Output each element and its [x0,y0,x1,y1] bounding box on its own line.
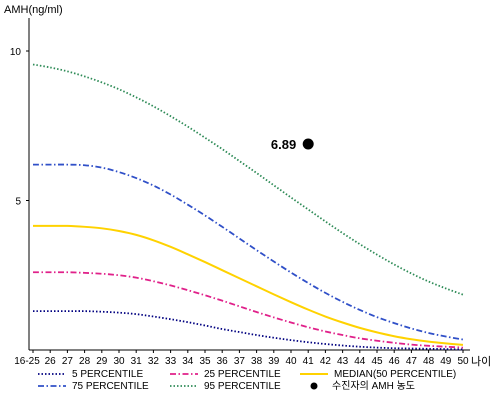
legend-label-25-percentile: 25 PERCENTILE [204,369,281,380]
legend-label-95-percentile: 95 PERCENTILE [204,381,281,392]
series-line-95-percentile [32,63,464,296]
x-tick-label: 48 [423,356,435,367]
legend-swatch-marker [310,382,318,390]
y-ticks: 5 10 [10,47,29,208]
legend-label-marker: 수진자의 AMH 농도 [332,380,415,392]
x-ticks: 16-25 26 27 28 29 30 31 32 33 34 35 36 37 38 39 40 41 42 4… [14,350,469,367]
x-axis-label: 나이 [471,355,491,368]
x-tick-label: 44 [354,356,366,367]
legend-label-5-percentile: 5 PERCENTILE [72,369,143,380]
series-line-5-percentile [33,310,464,351]
x-tick-label: 36 [217,356,229,367]
x-tick-label: 41 [303,356,315,367]
x-tick-label: 34 [182,356,194,367]
legend-label-median-50-percentile: MEDIAN(50 PERCENTILE) [334,369,456,380]
x-tick-label: 35 [199,356,211,367]
x-tick-label: 38 [251,356,263,367]
marker-point [302,138,314,150]
legend-label-75-percentile: 75 PERCENTILE [72,381,149,392]
patient-amh-marker: 6.89 [271,137,314,152]
legend: 5 PERCENTILE 25 PERCENTILE MEDIAN(50 PERCE… [38,369,456,392]
x-tick-label: 16-25 [14,356,40,367]
axes: AMH(ng/ml) 나이 [4,4,491,368]
y-tick-label: 10 [10,47,22,58]
series-line-75-percentile [33,163,464,341]
y-axis-label: AMH(ng/ml) [4,4,63,16]
x-tick-label: 39 [268,356,280,367]
x-tick-label: 31 [131,356,143,367]
x-tick-label: 27 [62,356,74,367]
series-line-median-50-percentile [32,224,464,346]
x-tick-label: 45 [371,356,383,367]
x-tick-label: 47 [406,356,418,367]
x-tick-label: 37 [234,356,246,367]
x-tick-label: 32 [148,356,160,367]
x-tick-label: 49 [440,356,452,367]
x-tick-label: 33 [165,356,177,367]
marker-value-label: 6.89 [271,137,296,152]
x-tick-label: 29 [96,356,108,367]
x-tick-label: 50 [457,356,469,367]
x-tick-label: 40 [285,356,297,367]
x-tick-label: 30 [113,356,125,367]
x-tick-label: 28 [79,356,91,367]
series-lines [32,63,464,351]
x-tick-label: 46 [389,356,401,367]
x-tick-label: 26 [45,356,57,367]
x-tick-label: 42 [320,356,332,367]
x-tick-label: 43 [337,356,349,367]
y-tick-label: 5 [15,197,21,208]
